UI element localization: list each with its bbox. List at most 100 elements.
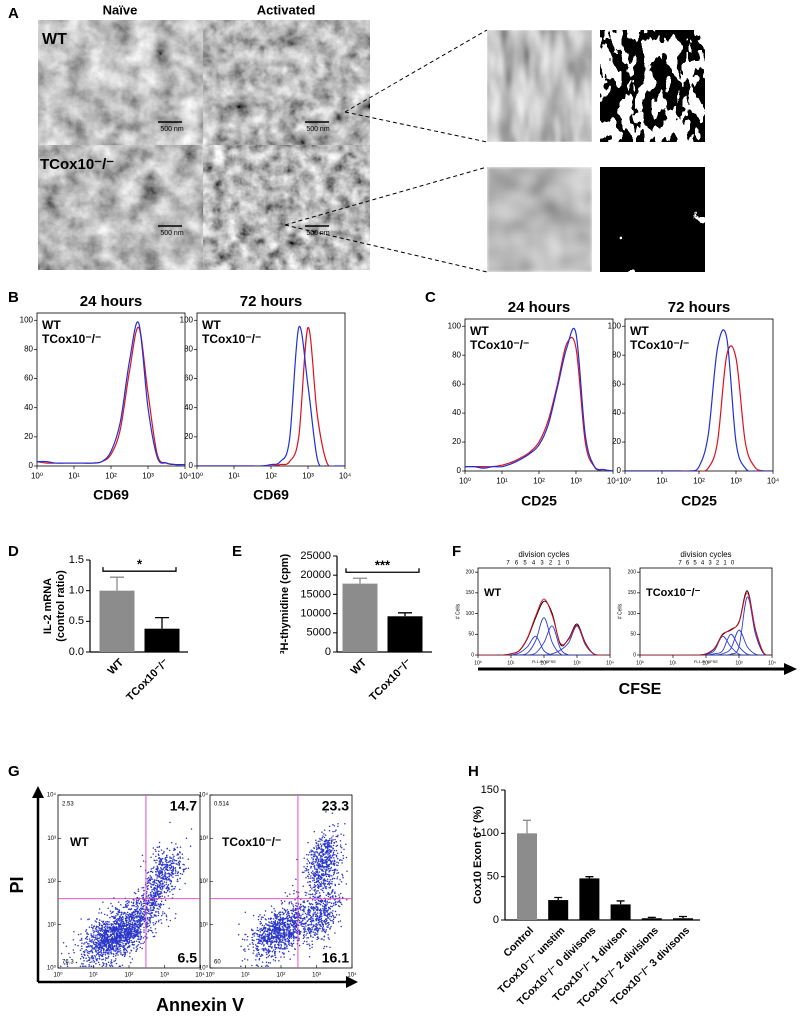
event-dot bbox=[109, 965, 112, 968]
histogram-curve bbox=[640, 629, 772, 655]
event-dot bbox=[147, 929, 150, 931]
event-dot bbox=[110, 948, 113, 950]
event-dot bbox=[313, 881, 316, 884]
event-dot bbox=[131, 930, 133, 932]
event-dot bbox=[133, 891, 136, 894]
histogram-curve bbox=[478, 635, 610, 655]
event-dot bbox=[104, 929, 107, 932]
event-dot bbox=[103, 947, 105, 950]
event-dot bbox=[158, 854, 160, 856]
event-dot bbox=[88, 952, 90, 955]
event-dot bbox=[290, 935, 292, 938]
event-dot bbox=[126, 951, 129, 953]
event-dot bbox=[265, 949, 267, 951]
event-dot bbox=[330, 862, 333, 864]
event-dot bbox=[122, 921, 125, 923]
event-dot bbox=[326, 839, 328, 842]
event-dot bbox=[315, 884, 317, 887]
event-dot bbox=[112, 948, 114, 951]
event-dot bbox=[154, 928, 157, 930]
event-dot bbox=[338, 899, 341, 901]
event-dot bbox=[271, 947, 273, 949]
event-dot bbox=[165, 914, 168, 916]
event-dot bbox=[288, 931, 290, 933]
event-dot bbox=[314, 915, 317, 918]
event-dot bbox=[99, 953, 101, 956]
event-dot bbox=[139, 909, 142, 912]
event-dot bbox=[320, 855, 323, 857]
event-dot bbox=[140, 935, 143, 938]
event-dot bbox=[307, 908, 310, 910]
event-dot bbox=[319, 860, 322, 862]
event-dot bbox=[331, 869, 334, 872]
event-dot bbox=[150, 914, 152, 917]
event-dot bbox=[304, 927, 306, 929]
event-dot bbox=[288, 901, 291, 904]
event-dot bbox=[308, 943, 310, 945]
event-dot bbox=[86, 935, 89, 938]
event-dot bbox=[111, 911, 114, 914]
event-dot bbox=[88, 943, 90, 945]
division-label: 0 bbox=[731, 561, 735, 567]
event-dot bbox=[313, 830, 316, 833]
event-dot bbox=[328, 863, 331, 866]
event-dot bbox=[113, 933, 115, 935]
event-dot bbox=[279, 936, 282, 938]
event-dot bbox=[163, 864, 165, 866]
event-dot bbox=[148, 876, 150, 879]
event-dot bbox=[247, 945, 249, 947]
event-dot bbox=[68, 952, 70, 955]
event-dot bbox=[165, 861, 168, 864]
event-dot bbox=[121, 964, 124, 966]
event-dot bbox=[258, 935, 261, 937]
event-dot bbox=[313, 855, 315, 858]
event-dot bbox=[313, 912, 315, 914]
event-dot bbox=[325, 811, 327, 813]
event-dot bbox=[89, 945, 91, 947]
y-tick-label: 100 bbox=[20, 315, 34, 324]
event-dot bbox=[114, 938, 116, 940]
event-dot bbox=[115, 947, 117, 950]
event-dot bbox=[311, 857, 313, 859]
x-axis-title: CD69 bbox=[93, 487, 129, 503]
event-dot bbox=[170, 869, 173, 872]
event-dot bbox=[160, 880, 162, 882]
zoom-line bbox=[344, 111, 488, 143]
event-dot bbox=[163, 891, 166, 893]
x-tick-label: 10⁴ bbox=[347, 972, 357, 979]
event-dot bbox=[326, 869, 328, 871]
event-dot bbox=[260, 927, 262, 930]
quadrant-value: 23.3 bbox=[322, 798, 349, 814]
event-dot bbox=[288, 919, 290, 922]
event-dot bbox=[86, 952, 89, 954]
event-dot bbox=[147, 916, 149, 919]
event-dot bbox=[294, 907, 297, 910]
event-dot bbox=[333, 916, 335, 919]
event-dot bbox=[256, 947, 259, 950]
category-label: WT bbox=[106, 656, 127, 677]
event-dot bbox=[317, 848, 319, 850]
event-dot bbox=[260, 953, 263, 956]
event-dot bbox=[258, 940, 260, 943]
event-dot bbox=[126, 942, 128, 945]
event-dot bbox=[326, 842, 328, 844]
y-tick-label: 10000 bbox=[300, 608, 331, 620]
event-dot bbox=[286, 917, 289, 920]
event-dot bbox=[311, 940, 313, 942]
event-dot bbox=[155, 931, 157, 934]
event-dot bbox=[96, 945, 98, 948]
event-dot bbox=[278, 934, 280, 937]
event-dot bbox=[309, 931, 311, 933]
event-dot bbox=[316, 912, 319, 914]
event-dot bbox=[287, 936, 290, 938]
event-dot bbox=[331, 878, 333, 880]
event-dot bbox=[98, 924, 101, 927]
event-dot bbox=[160, 918, 162, 921]
chart-title: 72 hours bbox=[668, 299, 731, 316]
event-dot bbox=[323, 884, 326, 886]
event-dot bbox=[268, 945, 271, 948]
error-bar bbox=[585, 876, 594, 879]
event-dot bbox=[328, 839, 331, 842]
event-dot bbox=[167, 872, 170, 874]
y-tick-label: 40 bbox=[612, 408, 621, 417]
